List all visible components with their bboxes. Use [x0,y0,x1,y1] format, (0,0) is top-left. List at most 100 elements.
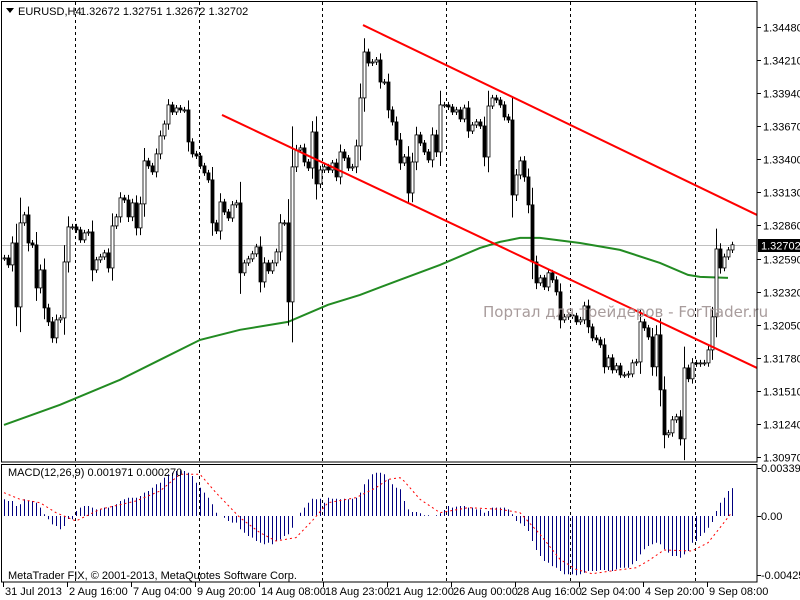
bull-candle-body [130,202,135,218]
macd-axis-label: -0.004255 [761,570,800,582]
candle [702,359,707,366]
candle [638,309,643,374]
moving-average [3,236,729,426]
price-label: 1.34480 [763,23,800,35]
bear-candle-body [570,314,575,317]
bear-candle-body [194,153,199,157]
candle [518,156,523,180]
candle [82,229,87,243]
bear-candle-body [222,201,227,213]
bull-candle-body [622,374,627,377]
bull-candle-body [166,104,171,125]
candle [194,150,199,159]
candle [422,140,427,155]
candle [270,259,275,274]
candle [606,354,611,370]
candle [258,236,263,293]
candle [154,148,159,178]
bull-candle-body [630,362,635,375]
candle [442,101,447,108]
bull-candle-body [566,314,571,318]
bull-candle-body [382,81,387,84]
bull-candle-body [38,269,43,289]
candle [674,413,679,423]
bear-candle-body [458,109,463,120]
bull-candle-body [462,107,467,120]
candle [278,214,283,261]
candle [666,429,671,438]
candle [118,192,123,223]
current-price-label: 1.32702 [761,241,800,253]
bull-candle-body [454,109,459,113]
candle [438,90,443,167]
candle [514,168,519,201]
bull-candle-body [562,316,567,321]
candle [34,232,39,301]
price-label: 1.31510 [763,387,800,399]
trendline[interactable] [362,24,758,216]
bear-candle-body [74,226,79,231]
bull-candle-body [182,109,187,112]
bear-candle-body [650,336,655,368]
bear-candle-body [46,307,51,323]
bear-candle-body [718,248,723,269]
candle [198,152,203,169]
bear-candle-body [610,357,615,371]
bull-candle-body [318,169,323,185]
bear-candle-body [686,367,691,380]
candle [538,274,543,286]
candle [402,153,407,166]
trendline[interactable] [221,114,758,369]
triangle-down-icon[interactable] [6,8,14,13]
bull-candle-body [606,357,611,368]
price-label: 1.33130 [763,188,800,200]
candle [626,370,631,378]
bull-candle-body [102,252,107,258]
bear-candle-body [186,109,191,143]
candle [618,362,623,378]
bull-candle-body [698,362,703,365]
candle [246,255,251,266]
candle [622,371,627,378]
bear-candle-body [258,246,263,283]
time-axis[interactable]: 31 Jul 2013 2 Aug 16:00 7 Aug 04:00 9 Aug 2… [3,582,769,598]
time-label: 4 Sep 20:00 [645,586,704,598]
bear-candle-body [214,222,219,232]
price-label: 1.32860 [763,221,800,233]
candle [458,106,463,122]
candle [274,248,279,267]
bear-candle-body [618,365,623,376]
price-label: 1.31780 [763,354,800,366]
candle [470,122,475,135]
bear-candle-body [106,252,111,269]
candle [682,346,687,461]
bear-candle-body [394,121,399,141]
bear-candle-body [450,106,455,113]
bear-candle-body [406,156,411,194]
bear-candle-body [478,121,483,127]
time-label: 14 Aug 08:00 [261,586,326,598]
price-label: 1.32320 [763,288,800,300]
bear-candle-body [122,197,127,201]
bear-candle-body [502,104,507,118]
trendlines[interactable] [221,24,758,369]
candle [642,318,647,331]
bull-candle-body [234,202,239,206]
candle [46,303,51,327]
candle [242,259,247,276]
price-label: 1.33670 [763,122,800,134]
candle [522,156,527,182]
price-label: 1.31240 [763,420,800,432]
bear-candle-body [506,116,511,121]
price-axis[interactable]: 1.34480 1.34210 1.33940 1.33670 1.33400 1.331… [757,23,800,465]
price-label: 1.33940 [763,89,800,101]
time-label: 2 Aug 16:00 [69,586,128,598]
candle [186,100,191,152]
bull-candle-body [538,277,543,284]
candle [582,301,587,325]
candle [78,226,83,243]
price-label: 1.32050 [763,321,800,333]
bear-candle-body [306,161,311,169]
candle [362,38,367,112]
